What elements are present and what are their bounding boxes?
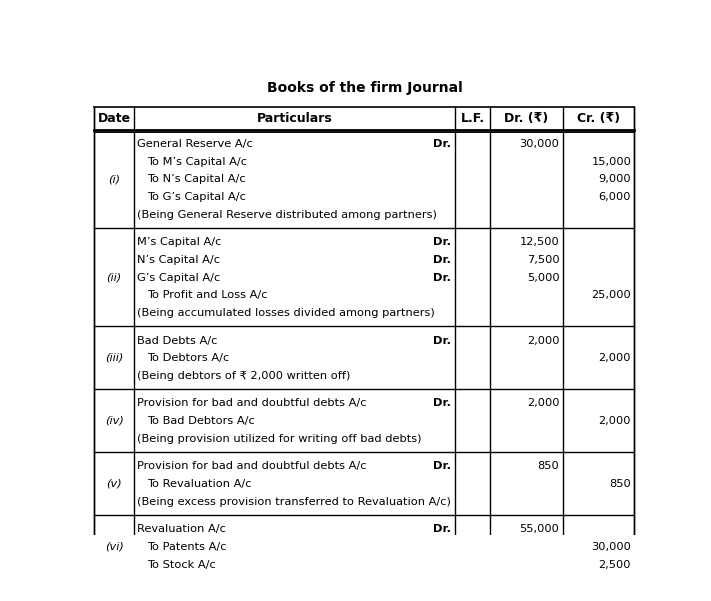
Text: (v): (v) <box>106 478 122 489</box>
Text: Provision for bad and doubtful debts A/c: Provision for bad and doubtful debts A/c <box>137 462 366 471</box>
Text: Cr. (₹): Cr. (₹) <box>577 112 620 125</box>
Text: G’s Capital A/c: G’s Capital A/c <box>137 273 220 282</box>
Text: To Stock A/c: To Stock A/c <box>147 560 216 570</box>
Text: 9,000: 9,000 <box>599 174 631 185</box>
Text: Dr.: Dr. <box>433 335 451 346</box>
Text: 30,000: 30,000 <box>592 542 631 552</box>
Text: Dr.: Dr. <box>433 255 451 265</box>
Text: To M’s Capital A/c: To M’s Capital A/c <box>147 157 247 167</box>
Text: To Debtors A/c: To Debtors A/c <box>147 353 230 363</box>
Text: (iii): (iii) <box>105 353 123 362</box>
Text: 850: 850 <box>538 462 560 471</box>
Text: Dr.: Dr. <box>433 524 451 534</box>
Text: (iv): (iv) <box>105 415 124 426</box>
Text: Dr.: Dr. <box>433 237 451 248</box>
Text: Date: Date <box>97 112 131 125</box>
Text: (vi): (vi) <box>105 542 124 552</box>
Text: Particulars: Particulars <box>257 112 332 125</box>
Text: 55,000: 55,000 <box>520 524 560 534</box>
Text: To Bad Debtors A/c: To Bad Debtors A/c <box>147 416 255 426</box>
Text: Books of the firm Journal: Books of the firm Journal <box>267 81 462 96</box>
Text: Dr.: Dr. <box>433 462 451 471</box>
Text: Dr.: Dr. <box>433 398 451 409</box>
Text: 15,000: 15,000 <box>592 157 631 167</box>
Text: Bad Debts A/c: Bad Debts A/c <box>137 335 217 346</box>
Text: Dr.: Dr. <box>433 273 451 282</box>
Text: Dr.: Dr. <box>433 139 451 149</box>
Text: 2,000: 2,000 <box>599 416 631 426</box>
Text: (Being debtors of ₹ 2,000 written off): (Being debtors of ₹ 2,000 written off) <box>137 371 350 380</box>
Text: L.F.: L.F. <box>461 112 485 125</box>
Text: 2,000: 2,000 <box>527 398 560 409</box>
Text: 7,500: 7,500 <box>527 255 560 265</box>
Text: M’s Capital A/c: M’s Capital A/c <box>137 237 221 248</box>
Text: To N’s Capital A/c: To N’s Capital A/c <box>147 174 246 185</box>
Text: 6,000: 6,000 <box>599 192 631 202</box>
Text: (ii): (ii) <box>107 272 122 282</box>
Text: To Profit and Loss A/c: To Profit and Loss A/c <box>147 290 268 300</box>
Text: To Patents A/c: To Patents A/c <box>147 542 227 552</box>
Text: 30,000: 30,000 <box>520 139 560 149</box>
Text: 850: 850 <box>609 479 631 489</box>
Text: 5,000: 5,000 <box>527 273 560 282</box>
Text: 2,000: 2,000 <box>599 353 631 363</box>
Text: Dr. (₹): Dr. (₹) <box>504 112 548 125</box>
Text: (i): (i) <box>108 174 120 184</box>
Text: (Being accumulated losses divided among partners): (Being accumulated losses divided among … <box>137 308 434 318</box>
Text: 25,000: 25,000 <box>592 290 631 300</box>
Text: (Being provision utilized for writing off bad debts): (Being provision utilized for writing of… <box>137 434 421 444</box>
Text: N’s Capital A/c: N’s Capital A/c <box>137 255 220 265</box>
Text: 2,000: 2,000 <box>527 335 560 346</box>
Text: To Revaluation A/c: To Revaluation A/c <box>147 479 252 489</box>
Text: To G’s Capital A/c: To G’s Capital A/c <box>147 192 246 202</box>
Text: General Reserve A/c: General Reserve A/c <box>137 139 252 149</box>
Text: 2,500: 2,500 <box>599 560 631 570</box>
Text: (Being excess provision transferred to Revaluation A/c): (Being excess provision transferred to R… <box>137 496 450 507</box>
Text: (Being General Reserve distributed among partners): (Being General Reserve distributed among… <box>137 210 437 219</box>
Text: Provision for bad and doubtful debts A/c: Provision for bad and doubtful debts A/c <box>137 398 366 409</box>
Text: 12,500: 12,500 <box>520 237 560 248</box>
Text: Revaluation A/c: Revaluation A/c <box>137 524 225 534</box>
